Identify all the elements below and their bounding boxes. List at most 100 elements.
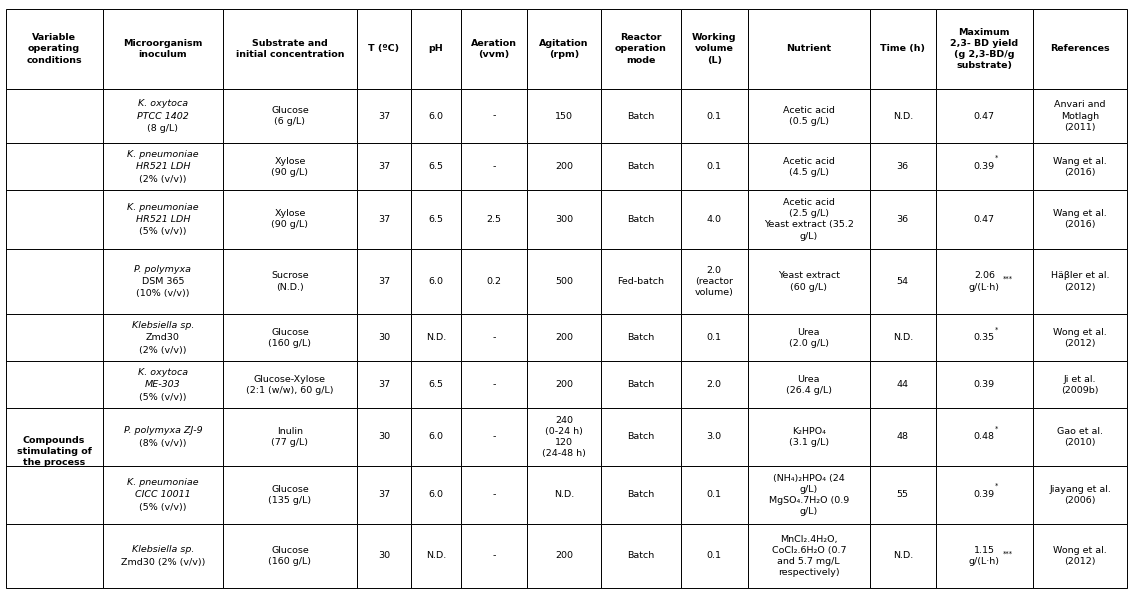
Text: 0.1: 0.1 <box>707 490 722 499</box>
Text: Glucose
(160 g/L): Glucose (160 g/L) <box>269 546 312 566</box>
Text: Reactor
operation
mode: Reactor operation mode <box>615 33 667 64</box>
Text: ME-303: ME-303 <box>145 380 180 389</box>
Bar <box>748 190 870 248</box>
Bar <box>527 9 602 89</box>
Bar <box>461 315 527 361</box>
Bar <box>103 9 223 89</box>
Text: Batch: Batch <box>628 215 655 224</box>
Text: 36: 36 <box>896 162 909 171</box>
Text: Zmd30 (2% (v/v)): Zmd30 (2% (v/v)) <box>121 558 205 567</box>
Text: -: - <box>492 162 495 171</box>
Text: Acetic acid
(0.5 g/L): Acetic acid (0.5 g/L) <box>783 106 835 126</box>
Bar <box>748 248 870 315</box>
Text: 37: 37 <box>377 162 390 171</box>
Bar <box>223 315 357 361</box>
Bar <box>411 524 461 588</box>
Bar <box>223 190 357 248</box>
Text: Batch: Batch <box>628 380 655 389</box>
Text: 150: 150 <box>555 112 573 121</box>
Text: ***: *** <box>1003 276 1013 282</box>
Text: N.D.: N.D. <box>426 552 446 561</box>
Bar <box>357 361 411 408</box>
Bar <box>870 9 936 89</box>
Bar <box>681 361 748 408</box>
Bar <box>103 361 223 408</box>
Text: 1.15
g/(L·h): 1.15 g/(L·h) <box>969 546 999 566</box>
Text: N.D.: N.D. <box>893 333 913 343</box>
Text: 30: 30 <box>377 432 390 441</box>
Text: K. oxytoca: K. oxytoca <box>138 99 188 108</box>
Text: -: - <box>492 333 495 343</box>
Bar <box>870 190 936 248</box>
Text: P. polymyxa: P. polymyxa <box>135 264 191 273</box>
Text: HR521 LDH: HR521 LDH <box>136 215 190 224</box>
Text: 200: 200 <box>555 162 573 171</box>
Bar <box>357 466 411 524</box>
Bar <box>936 466 1033 524</box>
Bar <box>411 143 461 190</box>
Bar <box>103 524 223 588</box>
Text: 200: 200 <box>555 552 573 561</box>
Text: 44: 44 <box>896 380 909 389</box>
Text: (8% (v/v)): (8% (v/v)) <box>139 439 187 448</box>
Bar <box>1033 315 1127 361</box>
Text: CICC 10011: CICC 10011 <box>135 490 190 499</box>
Bar <box>357 143 411 190</box>
Bar <box>223 524 357 588</box>
Text: Fed-batch: Fed-batch <box>617 277 664 286</box>
Bar <box>357 9 411 89</box>
Text: 6.0: 6.0 <box>428 277 443 286</box>
Text: Compounds
stimulating of
the process: Compounds stimulating of the process <box>17 436 92 467</box>
Text: *: * <box>995 327 998 333</box>
Text: Working
volume
(L): Working volume (L) <box>692 33 736 64</box>
Text: (5% (v/v)): (5% (v/v)) <box>139 393 187 402</box>
Text: Gao et al.
(2010): Gao et al. (2010) <box>1057 427 1104 447</box>
Text: PTCC 1402: PTCC 1402 <box>137 112 189 121</box>
Bar <box>936 143 1033 190</box>
Bar <box>411 89 461 143</box>
Bar <box>602 466 681 524</box>
Bar <box>681 524 748 588</box>
Bar <box>6 9 103 89</box>
Text: References: References <box>1050 44 1110 53</box>
Text: K. pneumoniae: K. pneumoniae <box>127 202 198 211</box>
Text: 6.5: 6.5 <box>428 162 443 171</box>
Bar <box>1033 524 1127 588</box>
Text: *: * <box>995 426 998 432</box>
Bar <box>602 248 681 315</box>
Text: 2.5: 2.5 <box>486 215 501 224</box>
Bar <box>1033 248 1127 315</box>
Bar <box>748 466 870 524</box>
Bar <box>103 89 223 143</box>
Text: -: - <box>492 432 495 441</box>
Text: 37: 37 <box>377 380 390 389</box>
Text: N.D.: N.D. <box>426 333 446 343</box>
Text: 30: 30 <box>377 552 390 561</box>
Text: 2.0: 2.0 <box>707 380 722 389</box>
Text: K. oxytoca: K. oxytoca <box>138 368 188 377</box>
Bar <box>527 408 602 466</box>
Text: (10% (v/v)): (10% (v/v)) <box>136 290 189 298</box>
Text: 48: 48 <box>896 432 909 441</box>
Bar <box>411 408 461 466</box>
Bar <box>602 89 681 143</box>
Text: 54: 54 <box>896 277 909 286</box>
Text: 0.39: 0.39 <box>973 490 995 499</box>
Bar <box>461 466 527 524</box>
Bar <box>223 408 357 466</box>
Bar <box>1033 466 1127 524</box>
Bar <box>748 408 870 466</box>
Bar <box>936 361 1033 408</box>
Bar <box>103 143 223 190</box>
Text: N.D.: N.D. <box>893 112 913 121</box>
Bar <box>103 315 223 361</box>
Text: Wong et al.
(2012): Wong et al. (2012) <box>1054 546 1107 566</box>
Text: Acetic acid
(4.5 g/L): Acetic acid (4.5 g/L) <box>783 156 835 177</box>
Text: Maximum
2,3- BD yield
(g 2,3-BD/g
substrate): Maximum 2,3- BD yield (g 2,3-BD/g substr… <box>951 28 1019 70</box>
Text: 0.1: 0.1 <box>707 333 722 343</box>
Text: Batch: Batch <box>628 112 655 121</box>
Bar <box>461 408 527 466</box>
Bar <box>602 524 681 588</box>
Bar <box>748 89 870 143</box>
Text: Urea
(26.4 g/L): Urea (26.4 g/L) <box>786 375 832 395</box>
